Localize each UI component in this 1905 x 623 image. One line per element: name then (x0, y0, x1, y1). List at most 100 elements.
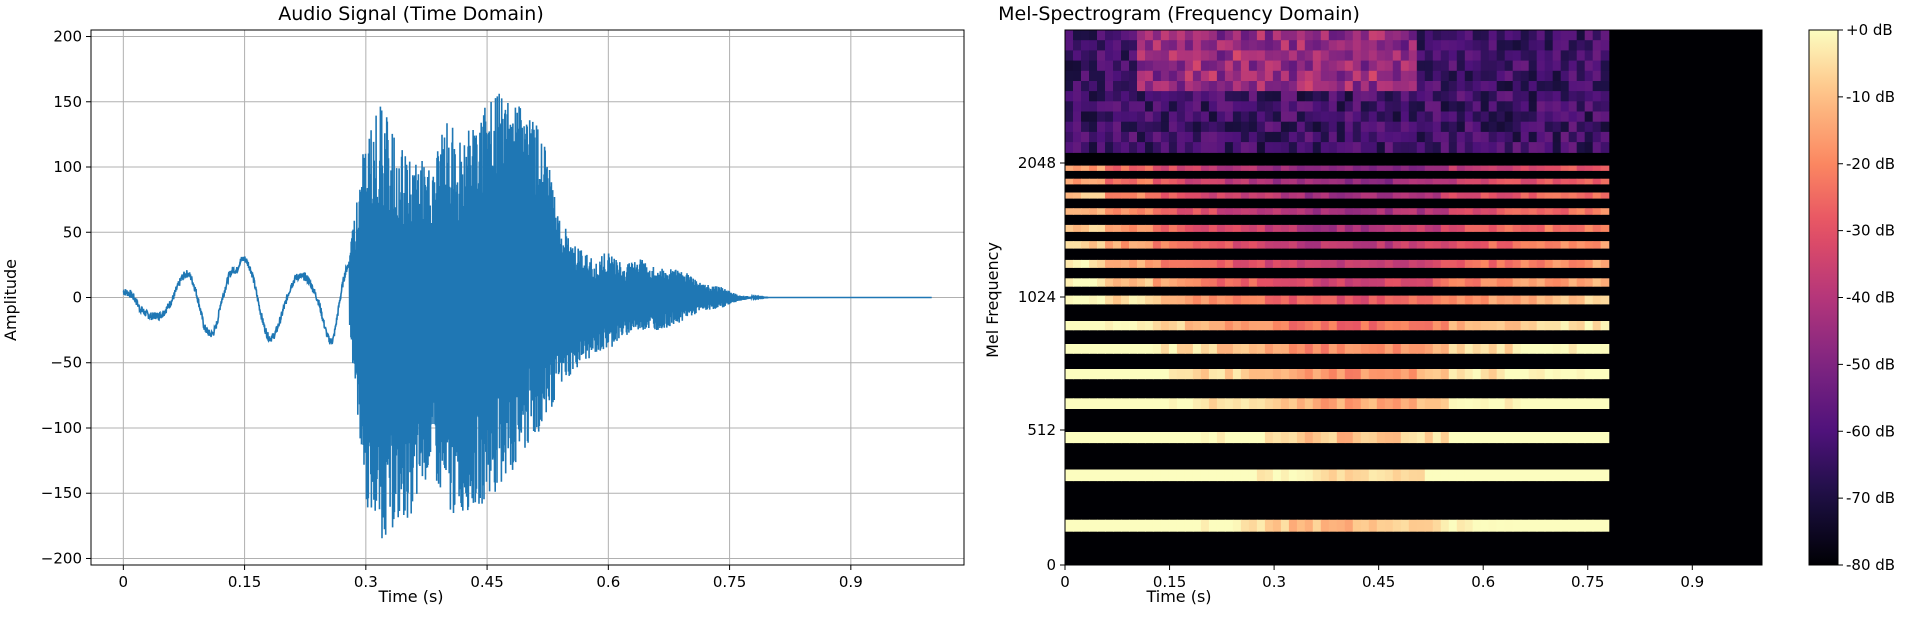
spectrogram-cell (1440, 50, 1450, 62)
spectrogram-cell (1256, 178, 1266, 185)
spectrogram-cell (1232, 101, 1242, 113)
spectrogram-cell (1576, 241, 1586, 249)
spectrogram-cell (1360, 131, 1370, 143)
spectrogram-cell (1129, 101, 1138, 113)
spectrogram-cell (1089, 40, 1098, 51)
spectrogram-cell (1248, 224, 1258, 232)
spectrogram-cell (1137, 369, 1146, 380)
spectrogram-cell (1536, 40, 1546, 51)
spectrogram-cell (1504, 208, 1514, 215)
spectrogram-cell (1097, 91, 1106, 102)
spectrogram-cell (1160, 142, 1170, 153)
spectrogram-cell (1392, 295, 1402, 305)
spectrogram-cell (1328, 259, 1338, 268)
spectrogram-cell (1384, 241, 1394, 249)
spectrogram-cell (1560, 208, 1570, 215)
spectrogram-cell (1512, 398, 1522, 409)
spectrogram-cell (1280, 165, 1290, 171)
spectrogram-cell (1560, 241, 1570, 249)
spectrogram-cell (1097, 121, 1106, 133)
spectrogram-cell (1568, 192, 1578, 199)
spectrogram-cell (1392, 369, 1402, 380)
spectrogram-cell (1536, 369, 1546, 380)
spectrogram-cell (1544, 142, 1554, 153)
spectrogram-cell (1584, 295, 1594, 305)
spectrogram-cell (1568, 121, 1578, 133)
x-tick-label: 0.15 (1153, 573, 1186, 591)
spectrogram-cell (1097, 241, 1106, 249)
spectrogram-cell (1480, 111, 1490, 123)
spectrogram-cell (1336, 295, 1346, 305)
spectrogram-cell (1440, 60, 1450, 72)
spectrogram-cell (1280, 398, 1290, 409)
spectrogram-cell (1280, 259, 1290, 268)
spectrogram-cell (1304, 192, 1314, 199)
spectrogram-cell (1520, 50, 1530, 62)
spectrogram-cell (1352, 295, 1362, 305)
spectrogram-cell (1184, 321, 1194, 331)
spectrogram-cell (1488, 278, 1498, 287)
spectrogram-cell (1592, 70, 1602, 82)
spectrogram-cell (1312, 121, 1322, 133)
spectrogram-cell (1568, 30, 1578, 41)
spectrogram-cell (1232, 278, 1242, 287)
spectrogram-cell (1121, 165, 1130, 171)
spectrogram-cell (1600, 259, 1610, 268)
spectrogram-cell (1288, 398, 1298, 409)
spectrogram-cell (1065, 178, 1074, 185)
spectrogram-cell (1368, 192, 1378, 199)
spectrogram-cell (1113, 165, 1122, 171)
spectrogram-cell (1504, 111, 1514, 123)
spectrogram-cell (1065, 111, 1074, 123)
spectrogram-cell (1576, 101, 1586, 113)
spectrogram-cell (1184, 165, 1194, 171)
spectrogram-cell (1400, 259, 1410, 268)
spectrogram-cell (1528, 131, 1538, 143)
spectrogram-cell (1592, 369, 1602, 380)
spectrogram-cell (1280, 369, 1290, 380)
spectrogram-cell (1440, 321, 1450, 331)
spectrogram-cell (1528, 369, 1538, 380)
spectrogram-cell (1121, 241, 1130, 249)
spectrogram-cell (1448, 131, 1458, 143)
spectrogram-cell (1248, 178, 1258, 185)
spectrogram-cell (1416, 259, 1426, 268)
spectrogram-cell (1105, 60, 1114, 72)
spectrogram-cell (1488, 81, 1498, 92)
spectrogram-cell (1184, 208, 1194, 215)
spectrogram-cell (1081, 344, 1090, 354)
spectrogram-cell (1312, 91, 1322, 102)
spectrogram-cell (1600, 111, 1610, 123)
spectrogram-cell (1089, 278, 1098, 287)
spectrogram-cell (1392, 91, 1402, 102)
spectrogram-cell (1296, 469, 1306, 482)
spectrogram-cell (1065, 40, 1074, 51)
spectrogram-cell (1392, 70, 1402, 82)
spectrogram-cell (1097, 224, 1106, 232)
spectrogram-cell (1121, 278, 1130, 287)
spectrogram-cell (1480, 30, 1490, 41)
spectrogram-cell (1440, 91, 1450, 102)
spectrogram-cell (1192, 469, 1202, 482)
spectrogram-cell (1081, 50, 1090, 62)
spectrogram-cell (1416, 278, 1426, 287)
spectrogram-cell (1336, 344, 1346, 354)
spectrogram-cell (1232, 369, 1242, 380)
spectrogram-cell (1129, 131, 1138, 143)
spectrogram-cell (1256, 30, 1266, 41)
spectrogram-cell (1488, 321, 1498, 331)
spectrogram-cell (1376, 142, 1386, 153)
spectrogram-cell (1528, 165, 1538, 171)
spectrogram-cell (1392, 30, 1402, 41)
spectrogram-cell (1304, 344, 1314, 354)
spectrogram-cell (1600, 432, 1610, 444)
spectrogram-cell (1272, 111, 1282, 123)
spectrogram-cell (1216, 50, 1226, 62)
spectrogram-cell (1232, 519, 1242, 532)
spectrogram-cell (1544, 101, 1554, 113)
spectrogram-cell (1544, 40, 1554, 51)
spectrogram-cell (1552, 111, 1562, 123)
spectrogram-cell (1400, 131, 1410, 143)
spectrogram-cell (1105, 165, 1114, 171)
spectrogram-cell (1528, 81, 1538, 92)
